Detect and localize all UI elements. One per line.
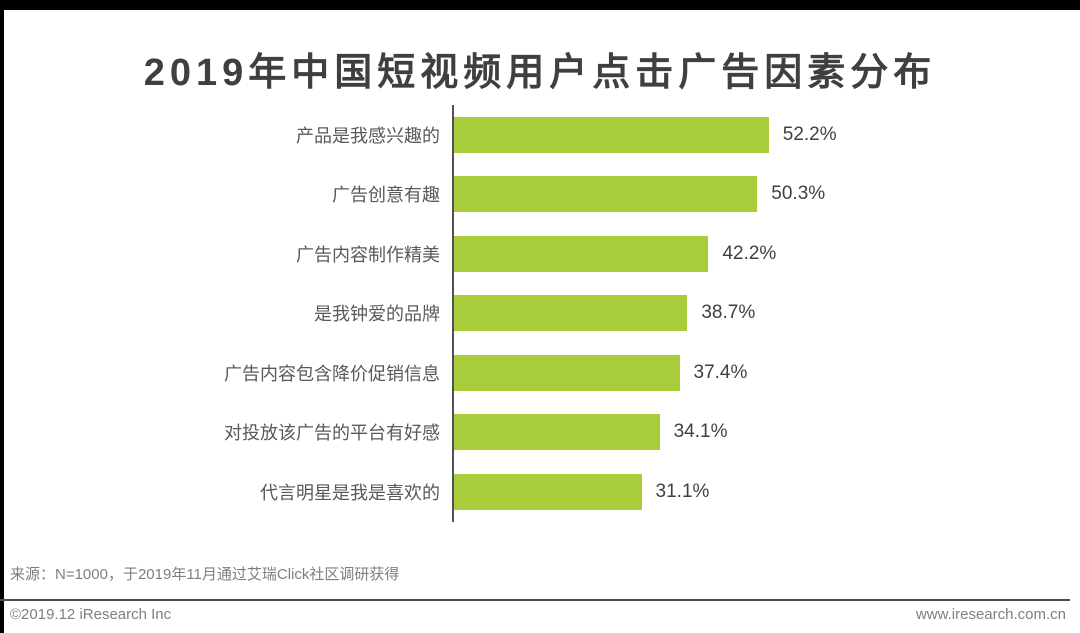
bar-row: 产品是我感兴趣的 52.2% (0, 105, 1080, 165)
bar (454, 235, 709, 272)
plot-area: 52.2% (452, 105, 1080, 165)
plot-area: 34.1% (452, 402, 1080, 462)
plot-area: 42.2% (452, 224, 1080, 284)
bar (454, 295, 688, 332)
bar-row: 广告内容制作精美 42.2% (0, 224, 1080, 284)
category-label: 对投放该广告的平台有好感 (224, 423, 440, 444)
footer: ©2019.12 iResearch Inc www.iresearch.com… (10, 606, 1066, 623)
value-label: 31.1% (655, 480, 710, 502)
bar-row: 是我钟爱的品牌 38.7% (0, 283, 1080, 343)
value-label: 52.2% (782, 123, 837, 145)
plot-area: 37.4% (452, 343, 1080, 403)
category-label: 广告内容制作精美 (296, 244, 440, 265)
value-label: 38.7% (701, 302, 756, 324)
left-border-band (0, 0, 4, 633)
category-label: 是我钟爱的品牌 (314, 304, 440, 325)
value-label: 42.2% (722, 242, 777, 264)
bar-row: 代言明星是我是喜欢的 31.1% (0, 462, 1080, 522)
bar-chart: 产品是我感兴趣的 52.2% 广告创意有趣 50.3% 广告内容制作精美 42.… (0, 105, 1080, 522)
bar (454, 414, 660, 451)
plot-area: 38.7% (452, 283, 1080, 343)
chart-title: 2019年中国短视频用户点击广告因素分布 (143, 52, 937, 95)
bar (454, 354, 680, 391)
category-label: 产品是我感兴趣的 (296, 125, 440, 146)
footer-website: www.iresearch.com.cn (915, 606, 1066, 623)
bar (454, 176, 758, 213)
bar (454, 116, 769, 153)
footer-separator (0, 599, 1070, 601)
value-label: 37.4% (693, 361, 748, 383)
bar-row: 广告内容包含降价促销信息 37.4% (0, 343, 1080, 403)
category-label: 广告创意有趣 (332, 185, 440, 206)
value-label: 50.3% (771, 183, 826, 205)
category-label: 代言明星是我是喜欢的 (260, 482, 440, 503)
plot-area: 50.3% (452, 164, 1080, 224)
category-label: 广告内容包含降价促销信息 (224, 363, 440, 384)
bar (454, 473, 642, 510)
bar-row: 广告创意有趣 50.3% (0, 164, 1080, 224)
plot-area: 31.1% (452, 462, 1080, 522)
source-note: 来源：N=1000，于2019年11月通过艾瑞Click社区调研获得 (10, 566, 400, 583)
bar-row: 对投放该广告的平台有好感 34.1% (0, 402, 1080, 462)
footer-copyright: ©2019.12 iResearch Inc (10, 606, 172, 623)
value-label: 34.1% (673, 421, 728, 443)
top-border-band (0, 0, 1080, 10)
